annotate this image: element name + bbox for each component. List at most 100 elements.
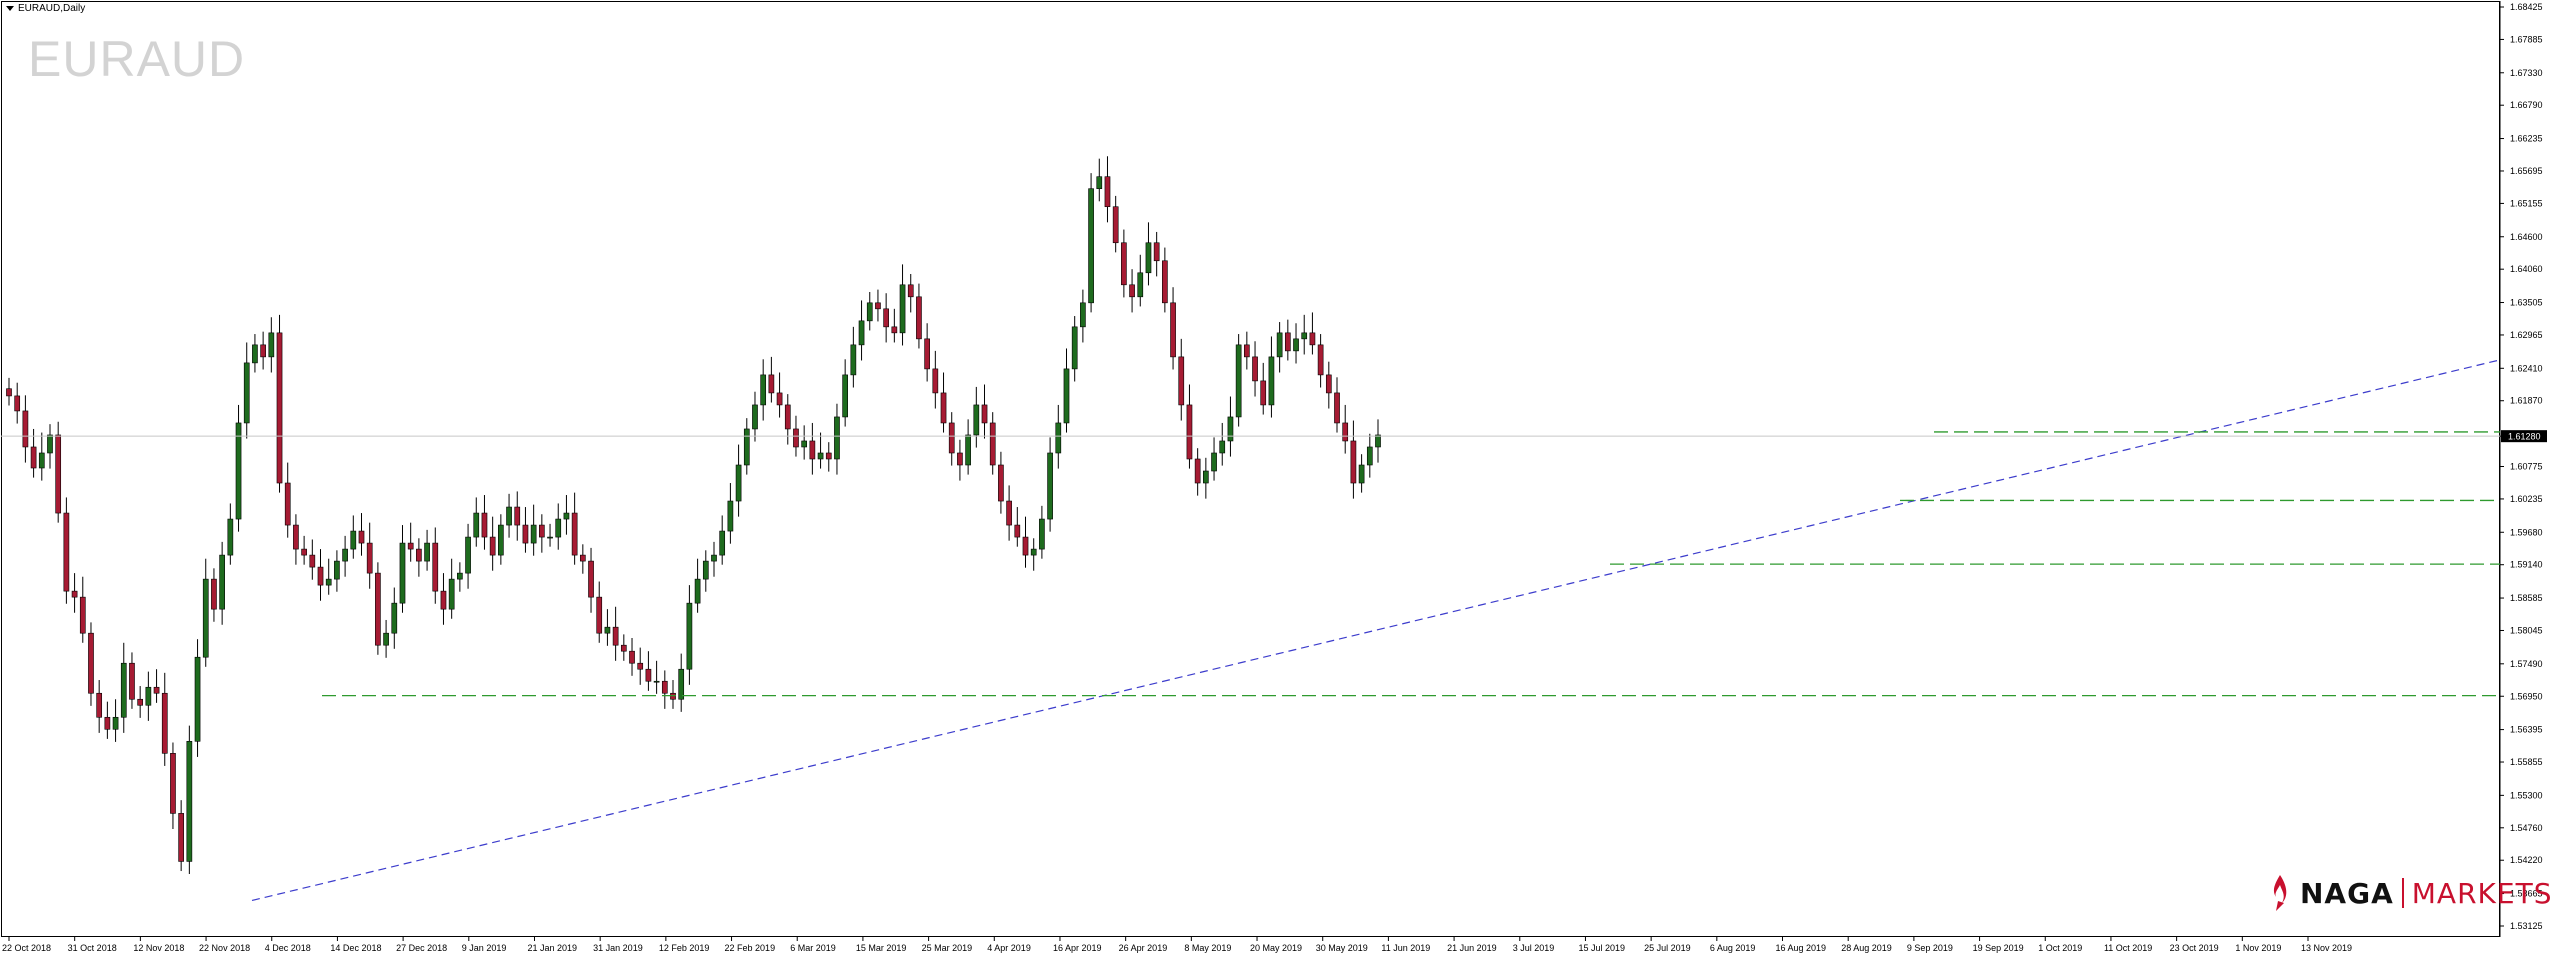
candle-bear (71, 590, 78, 598)
candle-bull (1219, 440, 1226, 454)
candle-bull (686, 602, 693, 670)
x-tick-label: 4 Apr 2019 (987, 943, 1031, 953)
candle-bull (1293, 338, 1299, 352)
x-tick-label: 28 Aug 2019 (1841, 943, 1892, 953)
x-tick-label: 4 Dec 2018 (265, 943, 311, 953)
candle-bear (776, 392, 783, 406)
x-tick-label: 22 Oct 2018 (2, 943, 51, 953)
x-tick-label: 16 Apr 2019 (1053, 943, 1102, 953)
candle-bull (506, 506, 512, 526)
x-tick-label: 27 Dec 2018 (396, 943, 447, 953)
candle-bear (1252, 356, 1258, 382)
candle-bear (178, 813, 184, 862)
candle-bear (88, 632, 94, 694)
candle-bull (1080, 302, 1086, 328)
candle-bear (629, 650, 635, 664)
candle-bull (268, 332, 275, 358)
y-tick-label: 1.64600 (2510, 232, 2543, 242)
candle-bull (1268, 356, 1275, 406)
candle-bear (1243, 344, 1250, 358)
candle-bull (899, 284, 906, 334)
x-tick-label: 11 Jun 2019 (1381, 943, 1430, 953)
candle-bull (678, 668, 685, 700)
candle-bull (391, 602, 398, 634)
candle-bull (498, 524, 504, 556)
candle-bull (145, 686, 152, 706)
candle-bull (1096, 176, 1103, 189)
y-tick-label: 1.63505 (2510, 298, 2543, 308)
candle-bull (186, 740, 193, 862)
candle-bear (1317, 344, 1324, 376)
candle-bear (358, 530, 365, 544)
candle-bull (965, 434, 971, 466)
candle-bear (1162, 260, 1168, 304)
candle-bull (563, 512, 570, 520)
candle-bear (22, 410, 29, 448)
candle-bear (571, 512, 578, 556)
symbol-watermark: EURAUD (28, 31, 246, 87)
candle-bull (424, 542, 430, 562)
candle-bear (784, 404, 791, 430)
x-tick-label: 25 Mar 2019 (922, 943, 973, 953)
dropdown-triangle-icon[interactable] (6, 6, 14, 11)
candle-bull (1047, 452, 1053, 520)
candle-bull (383, 632, 389, 646)
candle-bull (711, 554, 717, 562)
x-tick-label: 6 Aug 2019 (1710, 943, 1756, 953)
candle-bull (555, 518, 562, 538)
candle-bear (932, 368, 939, 394)
candle-bear (1006, 500, 1012, 526)
x-tick-label: 19 Sep 2019 (1973, 943, 2024, 953)
candle-bull (112, 716, 119, 730)
y-tick-label: 1.58045 (2510, 625, 2543, 635)
candle-bear (1129, 284, 1135, 298)
candle-bear (440, 590, 447, 610)
candle-bear (1342, 422, 1349, 442)
candle-bear (981, 404, 988, 424)
candle-bear (1153, 242, 1160, 262)
candle-bear (1334, 392, 1340, 424)
x-tick-label: 22 Nov 2018 (199, 943, 250, 953)
candle-bear (1186, 404, 1193, 460)
x-tick-label: 14 Dec 2018 (330, 943, 381, 953)
x-tick-label: 22 Feb 2019 (725, 943, 776, 953)
candle-bear (1170, 302, 1176, 358)
y-tick-label: 1.60775 (2510, 462, 2543, 472)
y-tick-label: 1.59140 (2510, 560, 2543, 570)
x-axis-ticks: 22 Oct 2018 31 Oct 2018 12 Nov 2018 22 Nov … (2, 937, 2352, 953)
y-tick-label: 1.62410 (2510, 363, 2543, 373)
candle-bull (227, 518, 234, 556)
candle-bear (891, 326, 898, 334)
x-tick-label: 12 Nov 2018 (133, 943, 184, 953)
x-tick-label: 1 Oct 2019 (2038, 943, 2082, 953)
x-tick-label: 16 Aug 2019 (1776, 943, 1827, 953)
candle-bull (1227, 416, 1234, 442)
candle-bull (1301, 332, 1308, 340)
candle-bear (104, 716, 111, 730)
x-tick-label: 15 Jul 2019 (1578, 943, 1625, 953)
y-tick-label: 1.67330 (2510, 68, 2543, 78)
candle-bear (30, 446, 37, 469)
x-tick-label: 13 Nov 2019 (2301, 943, 2352, 953)
candle-bull (1055, 422, 1062, 454)
candle-bull (604, 626, 611, 634)
x-tick-label: 9 Jan 2019 (462, 943, 507, 953)
candle-bear (875, 302, 881, 310)
candle-bull (719, 530, 726, 556)
candle-bear (793, 428, 799, 448)
candle-bear (825, 452, 832, 460)
x-tick-label: 25 Jul 2019 (1644, 943, 1691, 953)
candle-bear (916, 296, 922, 340)
candle-bear (153, 686, 160, 694)
brand-separator (2401, 878, 2404, 908)
candle-bull (350, 530, 357, 550)
candle-bear (883, 308, 889, 328)
candle-bull (1030, 548, 1037, 556)
candle-bull (834, 416, 840, 460)
y-axis-ticks: 1.68425 1.67885 1.67330 1.66790 1.66235 1.656… (2500, 2, 2543, 931)
y-tick-label: 1.59680 (2510, 527, 2543, 537)
candle-bear (1309, 332, 1316, 346)
chart-header: EURAUD,Daily (6, 3, 85, 14)
x-tick-label: 21 Jun 2019 (1447, 943, 1497, 953)
candle-bull (1071, 326, 1078, 370)
